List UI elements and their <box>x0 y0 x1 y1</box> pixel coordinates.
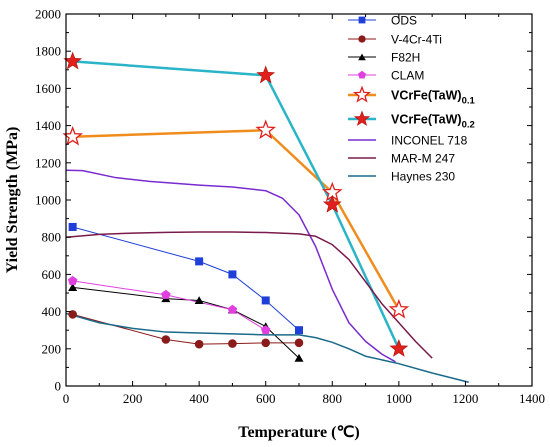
y-tick-label: 1200 <box>35 155 61 170</box>
data-point <box>261 338 271 348</box>
x-tick-label: 600 <box>256 391 276 406</box>
x-tick-label: 0 <box>63 391 70 406</box>
data-point <box>256 65 276 84</box>
y-tick-label: 1600 <box>35 81 61 96</box>
legend-label: MAR-M 247 <box>391 152 455 166</box>
legend-label: CLAM <box>391 69 424 83</box>
series-line-7 <box>65 231 433 359</box>
x-tick-label: 400 <box>189 391 209 406</box>
data-point <box>227 304 238 314</box>
legend-label-name: MAR-M 247 <box>391 152 455 166</box>
axes-layer: 0 200 400 600 800 1000 1200 1400 0 200 400 600 800 10… <box>35 7 545 407</box>
data-point <box>67 275 78 285</box>
data-point <box>294 338 304 348</box>
data-point <box>194 296 204 305</box>
legend-label-name: Haynes 230 <box>391 170 455 184</box>
marker-layer <box>62 51 410 362</box>
y-tick-label: 1800 <box>35 44 61 59</box>
legend-marker <box>358 16 366 24</box>
legend-marker <box>357 70 367 79</box>
legend-label-name: F82H <box>391 51 420 65</box>
legend-label: F82H <box>391 51 420 65</box>
data-point <box>62 125 83 146</box>
series-line-6 <box>65 169 396 363</box>
legend-item: V-4Cr-4Ti <box>348 33 442 47</box>
x-tick-label: 1400 <box>519 391 545 406</box>
y-tick-label: 0 <box>55 379 62 394</box>
data-point <box>255 119 277 140</box>
series-line-4 <box>72 129 400 311</box>
legend-label-name: V-4Cr-4Ti <box>391 33 442 47</box>
data-point <box>294 353 304 362</box>
legend-marker <box>353 110 371 126</box>
legend-label-name: ODS <box>391 14 417 28</box>
x-tick-label: 800 <box>323 391 343 406</box>
series-line-5 <box>72 60 400 350</box>
legend-item: MAR-M 247 <box>348 152 455 166</box>
legend-item: VCrFe(TaW)0.2 <box>348 110 475 131</box>
x-axis-title: Temperature (℃) <box>238 424 360 441</box>
x-tick-label: 1000 <box>386 391 412 406</box>
legend-item: F82H <box>348 51 420 65</box>
legend-label: VCrFe(TaW)0.2 <box>391 113 475 131</box>
data-point <box>389 338 409 357</box>
y-tick-label: 1000 <box>35 193 61 208</box>
series-layer <box>65 60 469 384</box>
legend-label: Haynes 230 <box>391 170 455 184</box>
y-axis-title: Yield Strength (MPa) <box>4 127 21 274</box>
legend: ODSV-4Cr-4TiF82HCLAMVCrFe(TaW)0.1VCrFe(T… <box>348 14 476 184</box>
legend-label-name: VCrFe(TaW) <box>391 113 462 127</box>
legend-item: CLAM <box>348 69 424 83</box>
data-point <box>295 326 303 335</box>
data-point <box>63 51 83 70</box>
legend-item: ODS <box>348 14 417 28</box>
data-point <box>68 310 77 319</box>
data-point <box>161 289 171 299</box>
y-tick-label: 800 <box>42 230 62 245</box>
data-point <box>161 335 171 344</box>
legend-label: VCrFe(TaW)0.1 <box>391 89 476 107</box>
legend-item: VCrFe(TaW)0.1 <box>348 85 476 107</box>
data-point <box>68 222 77 231</box>
series-line-8 <box>65 312 469 384</box>
legend-label: ODS <box>391 14 417 28</box>
data-point <box>388 298 410 319</box>
y-tick-label: 600 <box>42 267 62 282</box>
series-line-1 <box>72 313 299 345</box>
legend-item: INCONEL 718 <box>348 134 468 148</box>
data-point <box>322 194 342 213</box>
y-tick-label: 2000 <box>35 7 61 22</box>
legend-label-name: VCrFe(TaW) <box>391 89 462 103</box>
legend-label-name: CLAM <box>391 69 424 83</box>
y-tick-label: 1400 <box>35 118 61 133</box>
legend-item: Haynes 230 <box>348 170 455 184</box>
data-point <box>260 325 271 335</box>
data-point <box>228 339 237 348</box>
legend-label: V-4Cr-4Ti <box>391 33 442 47</box>
legend-marker <box>358 35 366 43</box>
legend-label-subscript: 0.1 <box>462 96 476 107</box>
data-point <box>195 257 204 266</box>
legend-label-subscript: 0.2 <box>462 120 475 131</box>
legend-label-name: INCONEL 718 <box>391 134 468 148</box>
y-tick-label: 400 <box>42 304 62 319</box>
series-line-2 <box>72 286 300 359</box>
data-point <box>68 283 78 292</box>
data-point <box>228 270 237 279</box>
x-tick-label: 1200 <box>452 391 478 406</box>
legend-marker <box>358 53 366 61</box>
x-tick-label: 200 <box>123 391 143 406</box>
data-point <box>261 296 270 305</box>
legend-marker <box>352 85 372 103</box>
y-tick-label: 200 <box>42 341 62 356</box>
legend-label: INCONEL 718 <box>391 134 468 148</box>
data-point <box>194 339 204 349</box>
series-line-0 <box>72 226 300 331</box>
